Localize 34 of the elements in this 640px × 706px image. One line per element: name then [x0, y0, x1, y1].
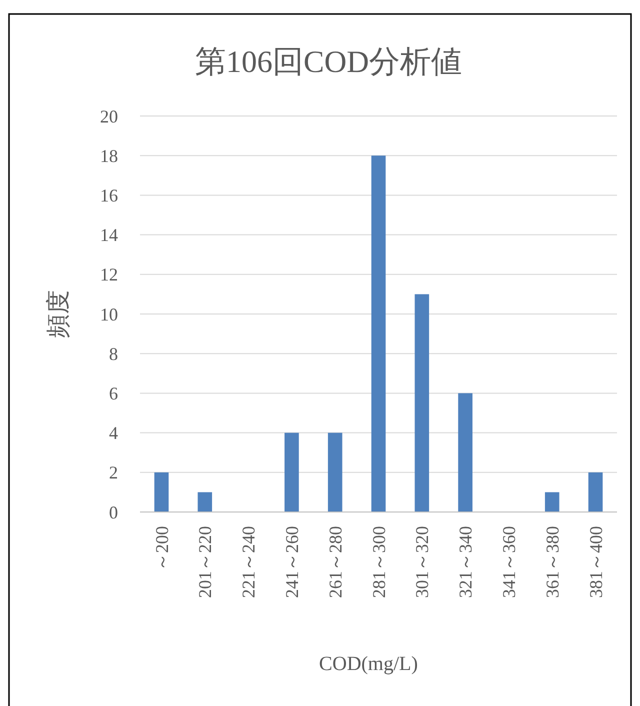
y-tick-label: 8 [109, 344, 118, 364]
bar [544, 492, 560, 512]
y-tick-label: 14 [100, 225, 118, 246]
x-tick-label: 301～320 [412, 526, 432, 598]
y-tick-label: 4 [109, 423, 118, 444]
bar [458, 393, 472, 512]
bar [284, 432, 299, 512]
bar [371, 156, 386, 512]
x-tick-label: 381～400 [586, 526, 606, 598]
bar [198, 492, 212, 512]
bar [414, 294, 430, 512]
y-tick-label: 10 [100, 304, 118, 324]
x-tick-label: 261～280 [325, 526, 346, 598]
y-axis-title: 頻度 [45, 290, 72, 338]
y-tick-label: 16 [100, 186, 118, 206]
bar [154, 472, 169, 512]
x-tick-label: 201～220 [195, 526, 216, 598]
x-tick-label: 241～260 [282, 526, 302, 598]
chart-title: 第106回COD分析値 [195, 44, 462, 79]
x-tick-label: 321～340 [456, 526, 476, 598]
bar [328, 432, 342, 512]
x-tick-label: 281～300 [368, 526, 389, 598]
bar [588, 472, 603, 512]
x-axis-title: COD(mg/L) [319, 653, 418, 675]
y-tick-label: 0 [109, 502, 118, 522]
x-tick-label: ～200 [152, 526, 172, 571]
y-tick-label: 12 [100, 264, 118, 285]
y-tick-label: 20 [100, 106, 118, 126]
y-tick-label: 6 [109, 384, 118, 404]
x-tick-label: 221～240 [238, 526, 259, 598]
x-tick-label: 341～360 [499, 526, 520, 598]
y-tick-label: 18 [100, 146, 118, 166]
y-tick-label: 2 [109, 462, 118, 483]
x-tick-label: 361～380 [542, 526, 562, 598]
